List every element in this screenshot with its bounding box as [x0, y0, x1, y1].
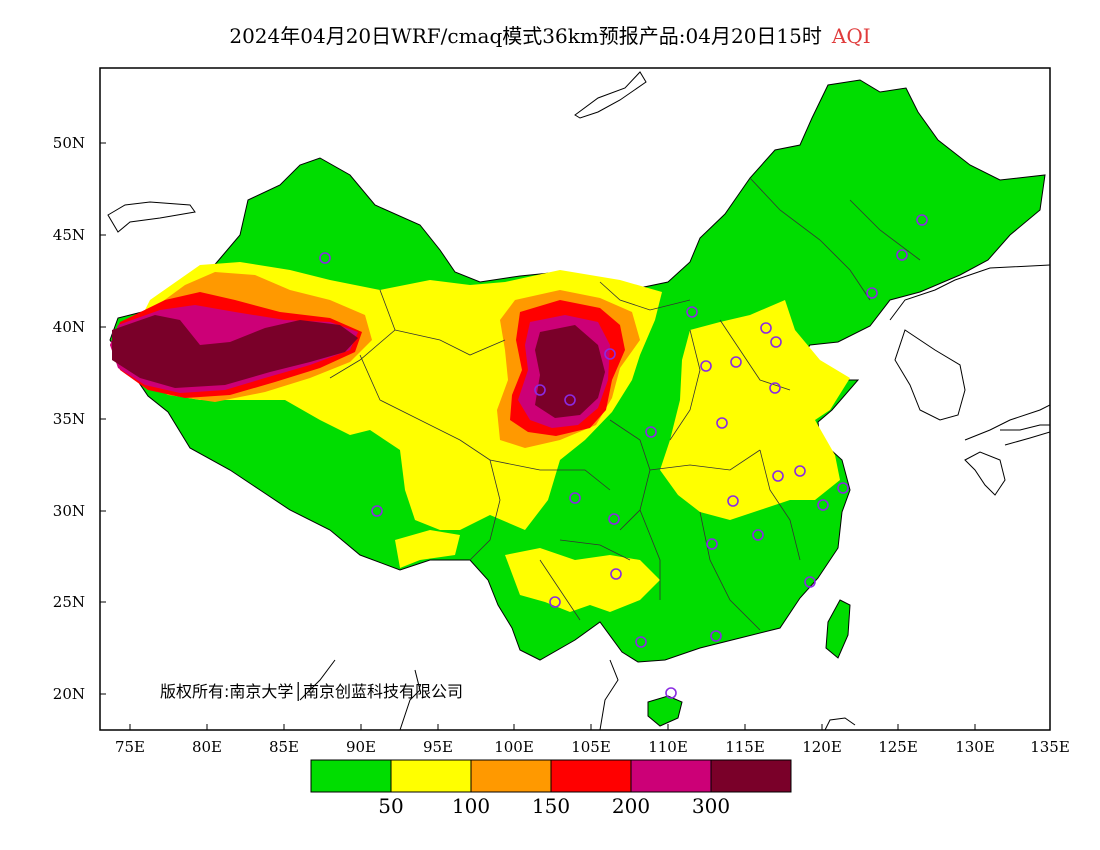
lon-label: 130E [955, 738, 995, 756]
legend-label: 300 [691, 794, 731, 818]
lat-label: 20N [52, 685, 85, 703]
legend-colorbar [310, 759, 792, 793]
station-marker [564, 394, 576, 406]
legend-swatch [710, 759, 792, 793]
legend-label: 150 [531, 794, 571, 818]
station-marker [730, 356, 742, 368]
neighbor-coastlines [107, 71, 1050, 730]
lon-label: 115E [725, 738, 765, 756]
lon-label: 110E [648, 738, 688, 756]
station-marker [686, 306, 698, 318]
legend-swatch [630, 759, 712, 793]
lon-label: 125E [878, 738, 918, 756]
station-marker [817, 499, 829, 511]
lon-label: 75E [114, 738, 146, 756]
station-marker [727, 495, 739, 507]
station-marker [700, 360, 712, 372]
station-markers [319, 214, 928, 699]
legend-label: 100 [451, 794, 491, 818]
station-marker [916, 214, 928, 226]
legend-swatch [550, 759, 632, 793]
legend-swatch [470, 759, 552, 793]
aqi-zone-100-east [660, 300, 850, 520]
map-title: 2024年04月20日WRF/cmaq模式36km预报产品:04月20日15时 A… [0, 20, 1100, 49]
station-marker [770, 336, 782, 348]
aqi-zone-max-center [535, 325, 605, 418]
station-marker [371, 505, 383, 517]
station-marker [610, 568, 622, 580]
legend-label: 50 [378, 794, 404, 818]
legend-swatch [310, 759, 392, 793]
station-marker [866, 287, 878, 299]
lon-label: 90E [345, 738, 377, 756]
legend-swatch [390, 759, 472, 793]
station-marker [319, 252, 331, 264]
map-content [107, 71, 1050, 730]
lat-label: 45N [52, 226, 85, 244]
hainan-island [647, 695, 683, 727]
station-marker [772, 470, 784, 482]
station-marker [604, 348, 616, 360]
lat-label: 50N [52, 134, 85, 152]
lon-label: 135E [1030, 738, 1070, 756]
lat-label: 30N [52, 502, 85, 520]
station-marker [752, 529, 764, 541]
lon-label: 105E [571, 738, 611, 756]
station-marker [794, 465, 806, 477]
station-marker [710, 630, 722, 642]
lon-label: 100E [494, 738, 534, 756]
station-marker [645, 426, 657, 438]
station-marker [635, 636, 647, 648]
title-main: 2024年04月20日WRF/cmaq模式36km预报产品:04月20日15时 [229, 24, 822, 48]
station-marker [716, 417, 728, 429]
station-marker [569, 492, 581, 504]
title-variable: AQI [831, 24, 871, 48]
lon-label: 80E [191, 738, 223, 756]
copyright-text: 版权所有:南京大学│南京创蓝科技有限公司 [160, 682, 464, 701]
aqi-zone-max-west [112, 315, 358, 388]
station-marker [665, 687, 677, 699]
lon-label: 120E [802, 738, 842, 756]
station-marker [760, 322, 772, 334]
lon-label: 95E [422, 738, 454, 756]
station-marker [608, 513, 620, 525]
lat-label: 25N [52, 593, 85, 611]
station-marker [769, 382, 781, 394]
aqi-zone-100-tibet [395, 530, 460, 568]
station-marker [896, 249, 908, 261]
station-marker [534, 384, 546, 396]
lon-label: 85E [268, 738, 300, 756]
axis-ticks [100, 142, 976, 730]
station-marker [549, 596, 561, 608]
station-marker [837, 482, 849, 494]
legend-label: 200 [611, 794, 651, 818]
station-marker [804, 576, 816, 588]
aqi-zone-100-south [505, 548, 660, 612]
lat-label: 40N [52, 318, 85, 336]
station-marker [706, 538, 718, 550]
taiwan-island [825, 599, 851, 659]
map-frame [99, 67, 1051, 731]
lat-label: 35N [52, 410, 85, 428]
province-borders [329, 177, 921, 631]
